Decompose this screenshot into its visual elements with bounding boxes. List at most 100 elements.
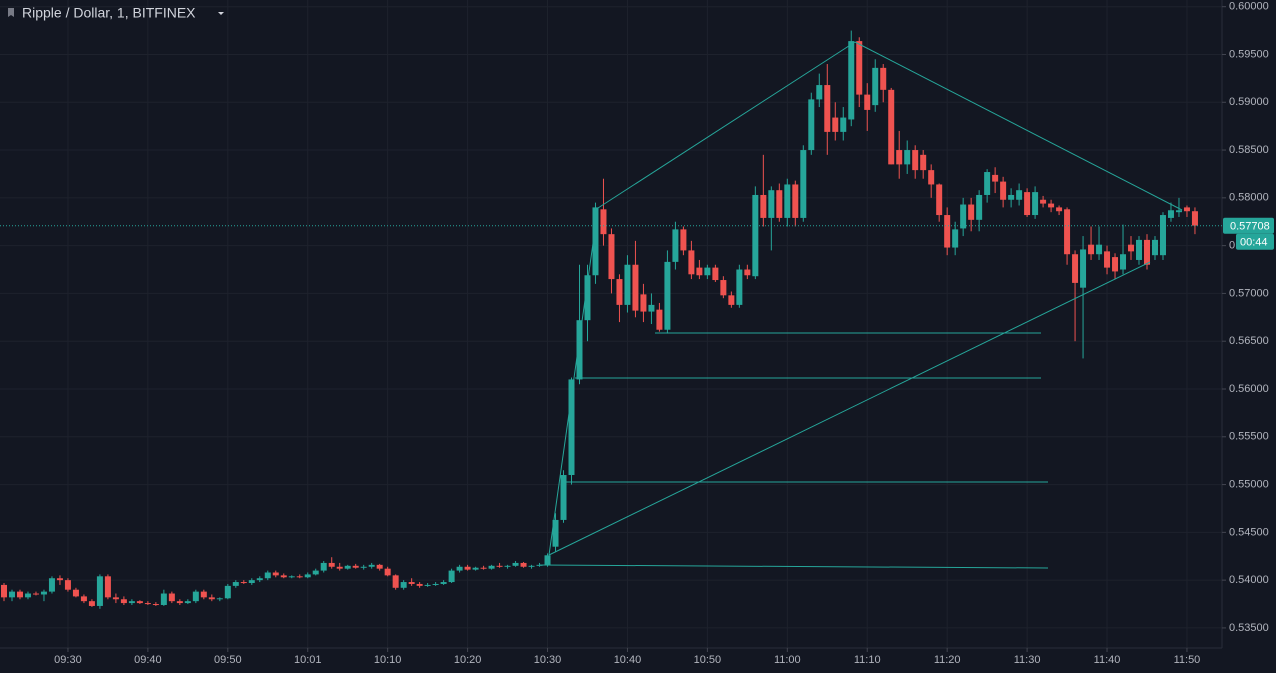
candle-body: [288, 576, 295, 578]
candle-body: [816, 85, 823, 100]
x-tick-label: 09:50: [214, 654, 242, 666]
candle-body: [736, 269, 743, 305]
candle-body: [952, 229, 959, 248]
candle-body: [280, 575, 287, 578]
candle-body: [232, 582, 239, 586]
x-tick-label: 09:40: [134, 654, 162, 666]
candle-body: [360, 566, 367, 568]
candle-body: [720, 280, 727, 296]
x-tick-label: 11:10: [854, 654, 881, 666]
candle-body: [1143, 239, 1150, 265]
candle-body: [1183, 207, 1190, 212]
y-tick-label: 0.57000: [1229, 287, 1269, 299]
candle-body: [296, 576, 303, 578]
candle-body: [784, 184, 791, 218]
candle-body: [32, 593, 39, 595]
last-price-box: [1223, 217, 1274, 234]
candle-body: [1024, 192, 1031, 216]
candle-body: [1191, 211, 1198, 226]
candle-body: [904, 150, 911, 165]
candle-body: [368, 564, 375, 567]
candle-body: [96, 576, 103, 606]
candle-body: [824, 85, 831, 132]
x-tick-label: 10:50: [694, 654, 722, 666]
x-tick-label: 10:40: [614, 654, 642, 666]
candle-body: [352, 565, 359, 568]
candle-body: [1032, 192, 1039, 216]
candle-body: [1096, 244, 1103, 255]
candle-body: [544, 555, 551, 565]
candle-body: [848, 41, 855, 120]
x-tick-label: 11:40: [1094, 654, 1121, 666]
x-tick-label: 11:20: [934, 654, 961, 666]
candle-body: [1048, 203, 1055, 208]
candle-body: [864, 94, 871, 110]
candle-body: [520, 562, 527, 567]
candle-body: [208, 597, 215, 600]
candle-body: [1040, 199, 1047, 204]
trend-line: [548, 207, 599, 556]
candle-body: [1008, 194, 1015, 200]
candle-body: [992, 174, 999, 182]
candle-body: [320, 562, 327, 571]
candle-body: [1072, 254, 1079, 283]
x-tick-label: 11:30: [1014, 654, 1041, 666]
candle-body: [376, 564, 383, 569]
y-tick-label: 0.55500: [1229, 431, 1269, 443]
y-tick-label: 0.60000: [1229, 1, 1269, 13]
x-tick-label: 10:10: [374, 654, 402, 666]
candle-body: [192, 591, 199, 602]
y-tick-label: 0.59000: [1229, 96, 1269, 108]
candle-body: [488, 565, 495, 569]
candle-body: [656, 309, 663, 330]
candle-body: [1016, 190, 1023, 200]
x-tick-label: 09:30: [54, 654, 82, 666]
y-tick-label: 0.59500: [1229, 48, 1269, 60]
candle-body: [896, 150, 903, 165]
candle-body: [888, 89, 895, 165]
candle-body: [456, 566, 463, 571]
candle-body: [1000, 181, 1007, 200]
candle-body: [128, 601, 135, 604]
candle-body: [760, 194, 767, 218]
candle-body: [464, 566, 471, 570]
candle-body: [176, 601, 183, 604]
candle-body: [512, 562, 519, 566]
candle-body: [1088, 244, 1095, 255]
candle-body: [1064, 209, 1071, 255]
candle-body: [64, 580, 71, 590]
candle-body: [560, 475, 567, 520]
candle-body: [680, 229, 687, 251]
candle-body: [440, 582, 447, 584]
candle-body: [184, 601, 191, 604]
candle-body: [576, 320, 583, 380]
y-tick-label: 0.53500: [1229, 622, 1269, 634]
candle-body: [1120, 254, 1127, 270]
x-tick-label: 10:20: [454, 654, 482, 666]
candle-body: [416, 583, 423, 586]
x-tick-label: 10:01: [294, 654, 322, 666]
candle-body: [200, 591, 207, 598]
candle-body: [392, 575, 399, 588]
candle-body: [480, 567, 487, 569]
candle-body: [856, 41, 863, 95]
candle-body: [968, 204, 975, 220]
dropdown-caret[interactable]: [218, 12, 224, 15]
candle-body: [336, 566, 343, 569]
candle-body: [112, 597, 119, 600]
trend-line: [854, 41, 1183, 211]
y-tick-label: 0.56000: [1229, 383, 1269, 395]
grid: [0, 0, 1222, 648]
y-tick-label: 0.58500: [1229, 144, 1269, 156]
candle-body: [168, 593, 175, 602]
candle-body: [472, 567, 479, 570]
x-tick-label: 10:30: [534, 654, 562, 666]
candle-body: [264, 572, 271, 579]
x-tick-label: 11:50: [1174, 654, 1201, 666]
candle-body: [1151, 239, 1158, 256]
y-tick-label: 0.58000: [1229, 192, 1269, 204]
candle-body: [936, 184, 943, 216]
